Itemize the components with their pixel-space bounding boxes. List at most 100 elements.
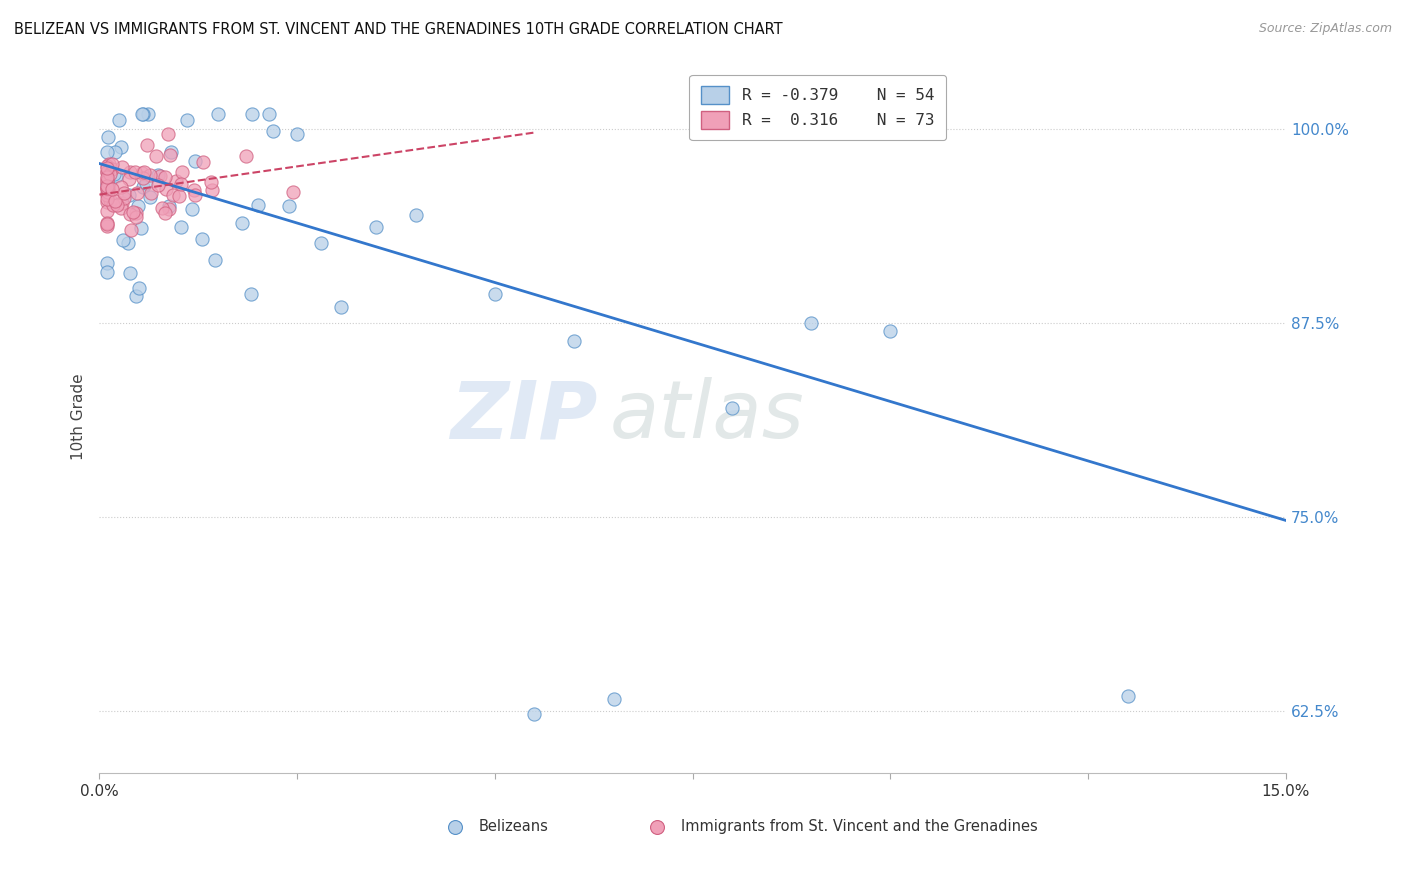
Point [1116,689,1139,703]
Point [96,194,118,209]
Point [96,218,118,232]
Point [96,179,118,194]
Point [118,171,141,186]
Y-axis label: 10th Grade: 10th Grade [72,373,86,459]
Point [111,161,134,175]
Point [131,107,153,121]
Point [562,334,585,348]
Point [138,107,160,121]
Point [176,112,198,127]
Point [132,107,155,121]
Point [132,165,155,179]
Point [118,165,141,179]
Point [152,201,174,215]
Point [120,223,142,237]
Point [96,165,118,179]
Point [165,174,187,188]
Text: Source: ZipAtlas.com: Source: ZipAtlas.com [1258,22,1392,36]
Point [96,256,118,270]
Point [125,211,148,225]
Point [104,145,127,160]
Point [127,199,149,213]
Point [96,178,118,193]
Point [201,183,224,197]
Point [204,253,226,268]
Point [96,169,118,184]
Point [879,324,901,338]
Point [278,199,301,213]
Point [170,220,193,235]
Point [98,193,121,207]
Point [309,235,332,250]
Point [96,176,118,190]
Point [191,232,214,246]
Point [160,145,183,159]
Point [231,216,253,230]
Point [132,180,155,194]
Point [128,281,150,295]
Point [285,128,308,142]
Point [131,171,153,186]
Point [129,221,152,235]
Point [200,175,222,189]
Point [139,190,162,204]
Text: Belizeans: Belizeans [479,820,548,834]
Point [157,202,180,216]
Point [181,202,204,216]
Point [240,107,263,121]
Point [96,159,118,173]
Point [101,198,124,212]
Point [96,216,118,230]
Point [257,107,280,121]
Point [145,149,167,163]
Point [120,207,142,221]
Point [124,206,146,220]
Point [96,186,118,201]
Point [155,182,177,196]
Point [329,300,352,314]
Point [484,286,506,301]
Point [721,401,744,416]
Point [235,149,257,163]
Point [240,286,263,301]
Point [153,205,176,219]
Point [101,156,124,170]
Point [105,198,128,212]
Point [104,194,127,208]
Point [523,707,546,722]
Point [135,137,157,152]
Point [96,180,118,194]
Point [110,195,132,210]
Point [156,128,179,142]
Point [98,157,121,171]
Point [184,188,207,202]
Point [125,289,148,303]
Point [131,166,153,180]
Point [97,129,120,144]
Point [110,201,132,215]
Point [112,186,135,200]
Point [125,186,148,200]
Point [153,169,176,184]
Point [103,167,125,181]
Point [122,205,145,219]
Point [96,161,118,175]
Point [110,180,132,194]
Text: BELIZEAN VS IMMIGRANTS FROM ST. VINCENT AND THE GRENADINES 10TH GRADE CORRELATIO: BELIZEAN VS IMMIGRANTS FROM ST. VINCENT … [14,22,783,37]
Point [96,219,118,233]
Point [149,169,172,183]
Point [96,188,118,202]
Point [117,235,139,250]
Point [366,220,388,235]
Text: atlas: atlas [610,377,804,456]
Point [167,188,190,202]
Point [110,140,132,154]
Point [96,192,118,206]
Point [118,188,141,202]
Point [172,165,194,179]
Point [108,112,131,127]
Point [191,155,214,169]
Point [162,188,184,202]
Point [96,182,118,196]
Point [112,191,135,205]
